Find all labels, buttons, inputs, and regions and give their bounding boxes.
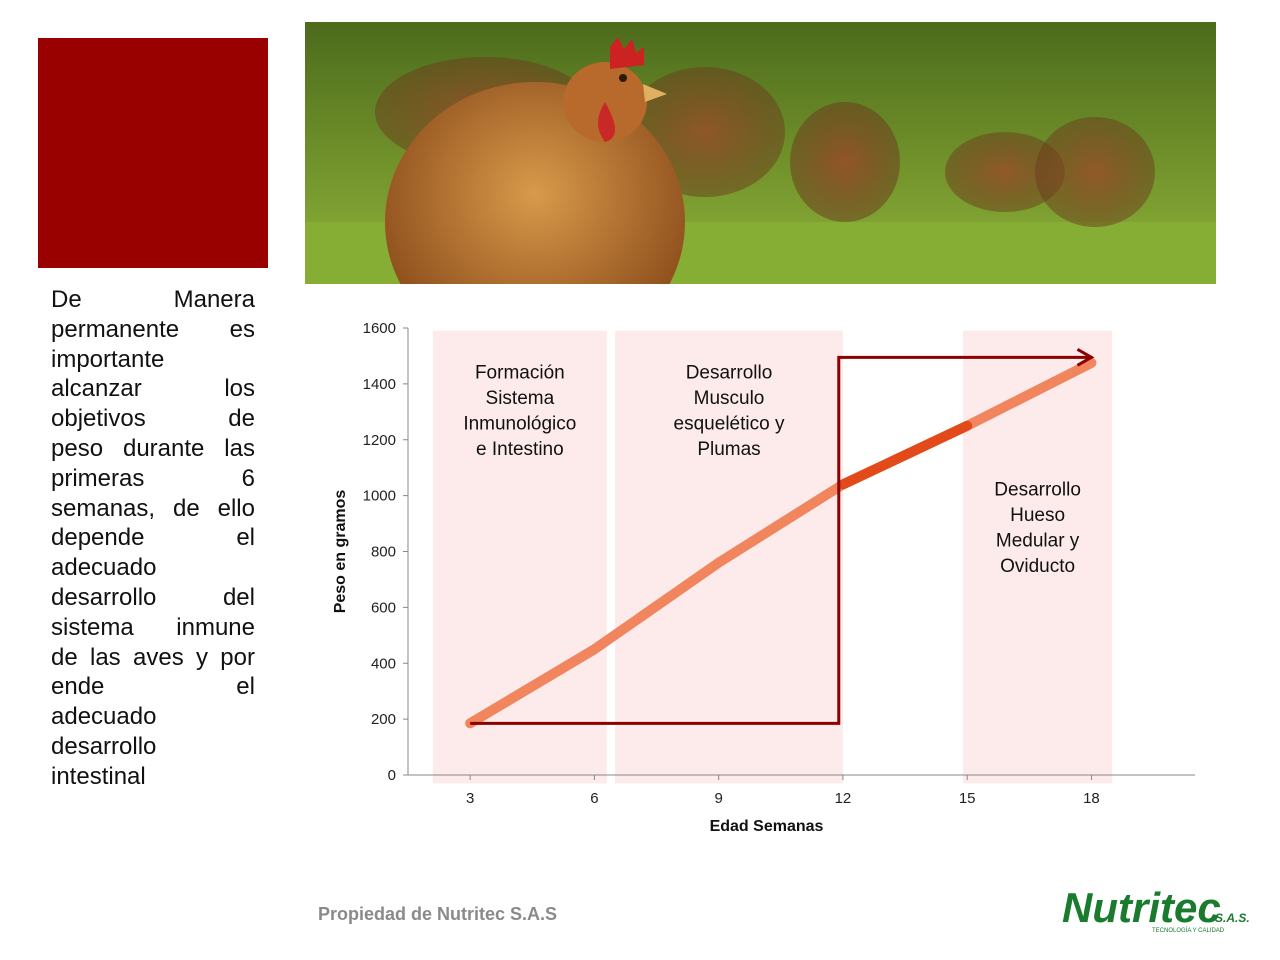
x-tick-label: 9 [714, 790, 722, 807]
y-tick-label: 1200 [363, 432, 396, 449]
text-line: peso durante las [51, 434, 255, 462]
stage-label: Sistema [486, 388, 555, 409]
y-tick-label: 1400 [363, 376, 396, 393]
y-tick-label: 800 [371, 544, 396, 561]
text-line: objetivos de [51, 405, 255, 433]
stage-label: esquelético y [674, 413, 785, 434]
y-tick-label: 200 [371, 711, 396, 728]
y-tick-label: 1000 [363, 488, 396, 505]
logo-tagline: TECNOLOGÍA Y CALIDAD [1152, 927, 1225, 934]
weight-series-line [465, 357, 1097, 729]
stage-band [432, 330, 607, 784]
y-tick-label: 1600 [363, 320, 396, 337]
x-axis-title: Edad Semanas [710, 818, 824, 835]
text-line: semanas, de ello [51, 494, 255, 522]
text-line: depende el [51, 524, 255, 552]
text-line: importante [51, 345, 165, 373]
highlight-segment [837, 420, 973, 490]
stage-label: Oviducto [1000, 556, 1075, 577]
hens-photo [305, 22, 1216, 284]
y-tick-label: 600 [371, 599, 396, 616]
stage-label: e Intestino [476, 439, 564, 460]
x-tick-label: 3 [466, 790, 474, 807]
y-tick-label: 400 [371, 655, 396, 672]
text-line: permanente es [51, 315, 255, 343]
text-line: sistema inmune [51, 613, 255, 641]
stage-label: Hueso [1010, 505, 1065, 526]
text-line: intestinal [51, 762, 146, 790]
stage-label: Formación [475, 362, 565, 383]
stage-label: Inmunológico [463, 413, 576, 434]
footer-text: Propiedad de Nutritec S.A.S [318, 904, 558, 924]
logo-suffix: S.A.S. [1215, 911, 1250, 925]
y-tick-label: 0 [388, 767, 396, 784]
text-line: desarrollo [51, 732, 157, 760]
x-tick-label: 18 [1083, 790, 1100, 807]
x-tick-label: 6 [590, 790, 598, 807]
growth-arrow-path [470, 355, 1092, 725]
weight-chart: Formación Sistema Inmunológico e Intestino D… [320, 310, 1220, 850]
logo-wordmark: Nutritec [1062, 884, 1221, 931]
stage-label: Medular y [996, 531, 1080, 552]
red-accent-block [38, 38, 268, 268]
text-line: ende el [51, 673, 255, 701]
stage-label: Desarrollo [994, 480, 1081, 501]
text-line: adecuado [51, 703, 157, 731]
chart-svg: Formación Sistema Inmunológico e Intestino D… [332, 320, 1195, 835]
nutritec-logo: Nutritec S.A.S. TECNOLOGÍA Y CALIDAD [1060, 880, 1260, 940]
y-axis-title: Peso en gramos [332, 490, 349, 614]
text-line: desarrollo del [51, 583, 255, 611]
stage-label: Plumas [697, 439, 760, 460]
text-line: alcanzar los [51, 375, 255, 403]
x-tick-label: 15 [959, 790, 976, 807]
stage-label: Musculo [694, 388, 765, 409]
text-line: de las aves y por [51, 643, 255, 671]
text-line: primeras 6 [51, 464, 255, 492]
stage-label: Desarrollo [686, 362, 773, 383]
x-tick-label: 12 [835, 790, 852, 807]
text-line: adecuado [51, 554, 157, 582]
text-line: De Manera [51, 286, 255, 313]
stage-band [963, 330, 1113, 784]
arrow-head [1076, 348, 1095, 367]
body-paragraph: De Manera permanente es importante alcan… [51, 285, 255, 792]
